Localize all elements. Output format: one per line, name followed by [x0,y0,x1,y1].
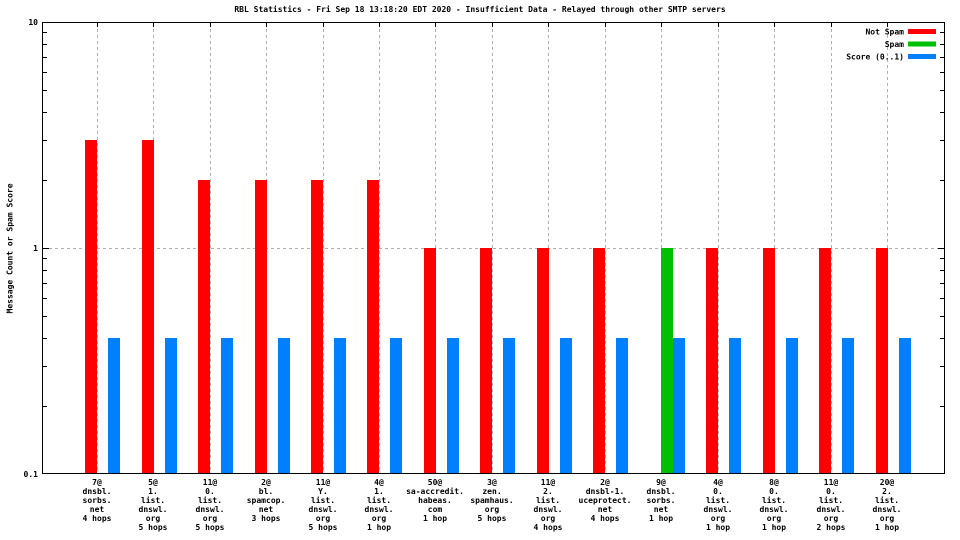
bar-score-0-1-9 [616,338,628,473]
bar-score-0-1-8 [560,338,572,473]
bar-not-spam-9 [593,248,605,473]
bar-score-0-1-3 [278,338,290,473]
bar-score-0-1-11 [729,338,741,473]
bar-score-0-1-10 [673,338,685,473]
x-category-label: 2@ dnsbl-1. uceprotect. net 4 hops [578,478,632,523]
bar-score-0-1-4 [334,338,346,473]
bar-not-spam-13 [819,248,831,473]
legend-swatch [908,29,936,34]
bar-score-0-1-12 [786,338,798,473]
x-category-label: 11@ Y. list. dnswl. org 5 hops [308,478,338,532]
bar-not-spam-6 [424,248,436,473]
chart-title: RBL Statistics - Fri Sep 18 13:18:20 EDT… [234,5,726,14]
x-category-label: 4@ 1. list. dnswl. org 1 hop [364,478,394,532]
bar-not-spam-8 [537,248,549,473]
bar-not-spam-7 [480,248,492,473]
bar-score-0-1-1 [165,338,177,473]
legend-label: Spam [885,40,904,49]
bar-score-0-1-7 [503,338,515,473]
plot-border [42,22,945,474]
legend-label: Score (0..1) [846,53,904,62]
bar-score-0-1-2 [221,338,233,473]
bar-not-spam-14 [876,248,888,473]
x-category-label: 11@ 0. list. dnswl. org 2 hops [816,478,846,532]
x-category-label: 11@ 0. list. dnswl. org 5 hops [195,478,225,532]
bar-not-spam-0 [85,140,97,473]
bar-not-spam-12 [763,248,775,473]
y-tick-label: 0.1 [24,470,39,479]
bar-score-0-1-5 [390,338,402,473]
x-category-label: 7@ dnsbl. sorbs. net 4 hops [82,478,112,523]
x-category-label: 8@ 0. list. dnswl. org 1 hop [759,478,789,532]
x-category-label: 50@ sa-accredit. habeas. com 1 hop [406,478,464,523]
x-category-label: 9@ dnsbl. sorbs. net 1 hop [646,478,676,523]
legend-label: Not Spam [865,28,904,37]
bar-score-0-1-14 [899,338,911,473]
bar-not-spam-1 [142,140,154,473]
bar-score-0-1-0 [108,338,120,473]
bar-score-0-1-13 [842,338,854,473]
bar-not-spam-2 [198,180,210,473]
legend-swatch [908,41,936,47]
y-tick-label: 1 [33,244,38,253]
bar-spam-10 [661,248,673,473]
x-category-label: 4@ 0. list. dnswl. org 1 hop [703,478,733,532]
bar-not-spam-11 [706,248,718,473]
x-category-label: 5@ 1. list. dnswl. org 5 hops [138,478,168,532]
x-category-label: 2@ bl. spamcop. net 3 hops [246,478,286,523]
legend-swatch [908,54,936,59]
y-tick-label: 10 [28,18,38,27]
bar-not-spam-5 [367,180,379,473]
bar-score-0-1-6 [447,338,459,473]
x-category-label: 11@ 2. list. dnswl. org 4 hops [533,478,563,532]
x-category-label: 20@ 2. list. dnswl. org 1 hop [872,478,902,532]
bar-not-spam-4 [311,180,323,473]
bar-not-spam-3 [255,180,267,473]
x-category-label: 3@ zen. spamhaus. org 5 hops [470,478,514,523]
